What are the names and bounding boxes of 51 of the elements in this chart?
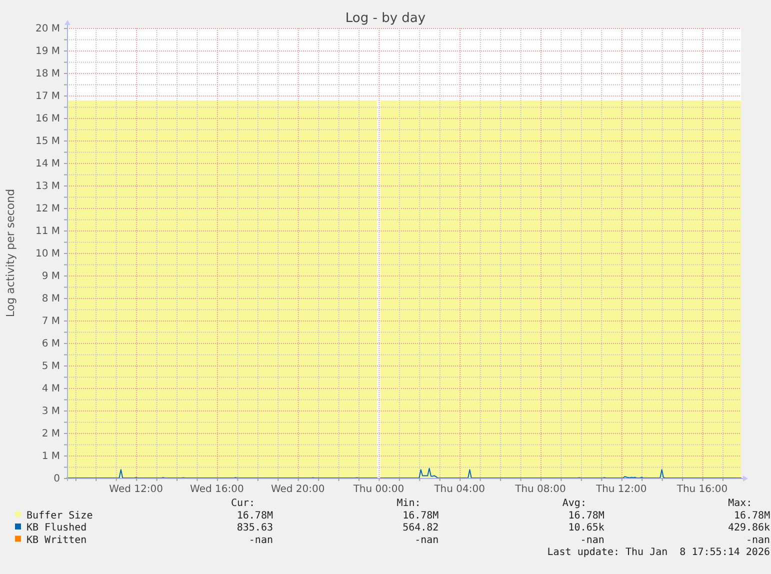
y-tick-label: 6 M [42,338,60,350]
text: 16.78M [734,510,770,522]
text: Max: [728,498,752,509]
x-tick-label: Wed 20:00 [270,484,325,495]
y-tick-label: 16 M [35,114,60,124]
x-tick-label: Thu 04:00 [433,484,485,495]
y-tick-label: 11 M [35,226,60,237]
text: Last update: Thu Jan 8 17:55:14 2026 [547,547,770,558]
text: 429.86k [728,522,770,534]
text: 10.65k [568,522,604,534]
y-tick-label: 20 M [35,24,60,34]
y-tick-label: 12 M [35,204,60,214]
y-tick-label: 9 M [42,271,60,282]
legend-label: KB Flushed [26,522,87,534]
x-tick-label: Wed 12:00 [109,484,163,495]
text: 835.63 [236,522,273,534]
text: Cur: [231,498,256,509]
text: Min: [396,498,421,509]
y-tick-label: 13 M [35,181,60,192]
text: 16.78M [402,510,439,522]
chart-title: Log - by day [345,11,426,26]
text: -nan [746,534,770,546]
text: -nan [248,534,273,546]
y-tick-label: 15 M [35,136,60,147]
text: 564.82 [402,522,439,534]
x-tick-label: Thu 16:00 [676,484,728,495]
y-tick-label: 7 M [42,316,60,327]
y-axis-title: Log activity per second [4,188,17,318]
x-tick-label: Wed 16:00 [190,484,244,495]
legend-label: KB Written [26,534,87,546]
text: Avg: [562,498,586,509]
y-tick-label: 0 [54,474,60,484]
y-tick-label: 10 M [35,248,60,260]
y-tick-label: 8 M [42,294,60,304]
y-tick-label: 5 M [42,361,60,372]
y-tick-label: 3 M [42,406,60,417]
y-tick-label: 19 M [35,46,60,57]
y-tick-label: 14 M [35,158,60,170]
y-tick-label: 17 M [35,91,60,102]
text: -nan [580,534,604,546]
x-tick-label: Thu 00:00 [352,484,404,495]
text: 16.78M [236,510,273,522]
y-tick-label: 1 M [42,451,60,462]
y-tick-label: 18 M [35,68,60,80]
x-tick-label: Thu 08:00 [514,484,566,495]
text: 16.78M [568,510,604,522]
text: -nan [414,534,439,546]
legend-label: Buffer Size [26,510,93,522]
x-tick-label: Thu 12:00 [594,484,647,495]
y-tick-label: 4 M [42,384,60,394]
y-tick-label: 2 M [42,428,60,440]
